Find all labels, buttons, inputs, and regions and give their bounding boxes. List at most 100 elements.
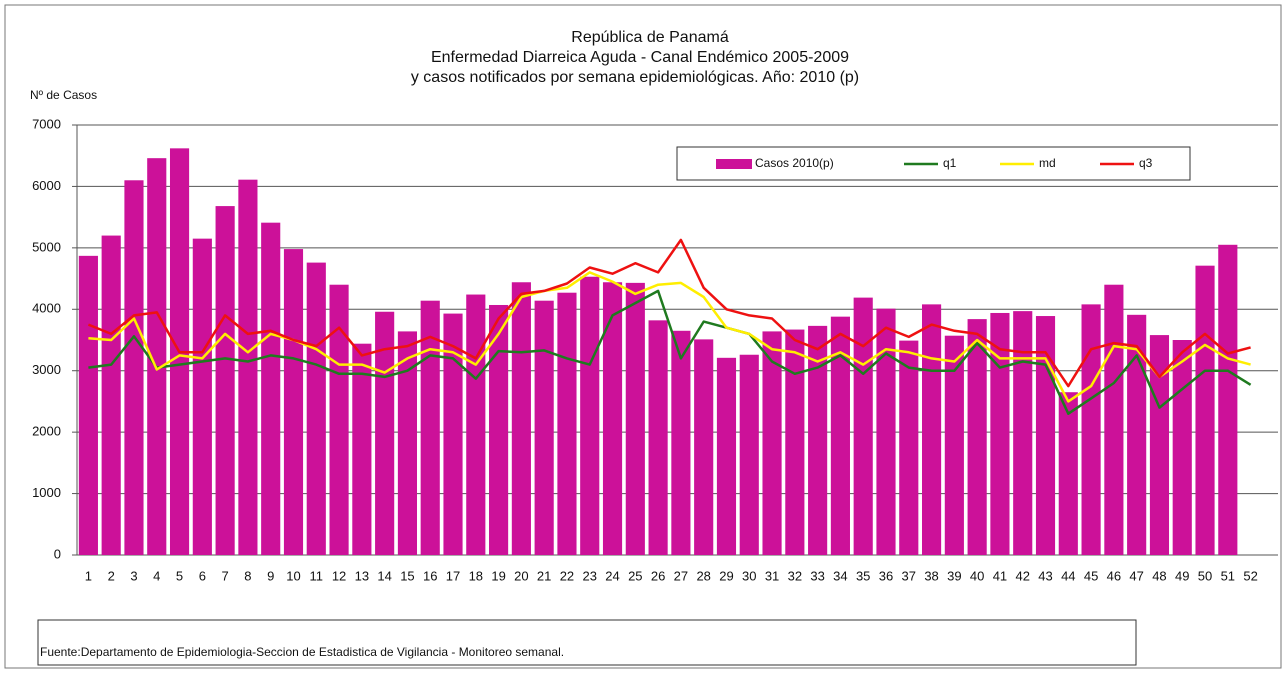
x-tick-label: 34: [833, 568, 847, 583]
x-tick-label: 19: [491, 568, 505, 583]
x-tick-label: 35: [856, 568, 870, 583]
bar: [352, 343, 372, 555]
x-tick-label: 21: [537, 568, 551, 583]
chart-title: República de Panamá: [571, 29, 729, 46]
chart-title: Enfermedad Diarreica Aguda - Canal Endém…: [431, 49, 849, 66]
bar: [762, 331, 782, 555]
x-tick-label: 25: [628, 568, 642, 583]
y-tick-label: 2000: [32, 424, 61, 439]
line-series: [88, 289, 1252, 415]
x-tick-label: 11: [310, 568, 324, 583]
x-tick-label: 13: [355, 568, 369, 583]
x-tick-label: 2: [108, 568, 115, 583]
y-tick-label: 4000: [32, 301, 61, 316]
x-tick-label: 18: [469, 568, 483, 583]
x-tick-label: 50: [1198, 568, 1212, 583]
x-tick-label: 9: [267, 568, 274, 583]
x-tick-label: 23: [583, 568, 597, 583]
bar: [1149, 335, 1170, 555]
x-tick-label: 15: [400, 568, 414, 583]
x-tick-label: 44: [1061, 568, 1075, 583]
x-tick-label: 52: [1243, 568, 1257, 583]
y-tick-label: 7000: [32, 116, 61, 131]
x-tick-label: 27: [674, 568, 688, 583]
x-tick-label: 49: [1175, 568, 1189, 583]
x-tick-label: 7: [222, 568, 229, 583]
x-tick-label: 36: [879, 568, 893, 583]
x-tick-label: 28: [696, 568, 710, 583]
bar: [990, 312, 1010, 555]
legend-swatch: [716, 159, 752, 169]
x-tick-label: 5: [176, 568, 183, 583]
bar: [443, 313, 463, 555]
bar: [830, 316, 850, 555]
bar: [1218, 244, 1238, 556]
x-tick-label: 30: [742, 568, 756, 583]
bar: [534, 300, 554, 555]
bar: [147, 158, 167, 555]
x-tick-label: 26: [651, 568, 665, 583]
x-tick-label: 14: [377, 568, 391, 583]
x-tick-label: 22: [560, 568, 574, 583]
y-tick-label: 6000: [32, 178, 61, 193]
source-note: Fuente:Departamento de Epidemiologia-Sec…: [40, 645, 564, 659]
bar: [306, 262, 326, 555]
x-tick-label: 47: [1129, 568, 1143, 583]
x-tick-label: 24: [605, 568, 619, 583]
legend-label: Casos 2010(p): [755, 156, 834, 170]
line-series: [87, 238, 1251, 388]
bar: [1172, 340, 1192, 555]
x-tick-label: 46: [1107, 568, 1121, 583]
bar: [694, 339, 714, 555]
y-tick-label: 0: [54, 546, 61, 561]
x-tick-label: 42: [1015, 568, 1029, 583]
x-tick-label: 51: [1221, 568, 1235, 583]
x-tick-label: 12: [332, 568, 346, 583]
x-tick-label: 3: [130, 568, 137, 583]
x-tick-label: 31: [765, 568, 779, 583]
bar: [101, 235, 121, 556]
x-tick-label: 10: [286, 568, 300, 583]
x-tick-label: 32: [788, 568, 802, 583]
bar: [648, 320, 668, 555]
line-series: [88, 271, 1251, 403]
bar: [785, 329, 805, 555]
bar: [808, 325, 828, 555]
bar: [944, 335, 964, 555]
y-tick-label: 1000: [32, 485, 61, 500]
bar: [466, 294, 486, 555]
bar: [124, 180, 144, 556]
bar: [557, 292, 577, 555]
x-tick-label: 17: [446, 568, 460, 583]
bar: [489, 304, 509, 555]
x-tick-label: 33: [810, 568, 824, 583]
x-tick-label: 20: [514, 568, 528, 583]
bar: [1013, 311, 1033, 555]
x-tick-label: 39: [947, 568, 961, 583]
y-axis-label: Nº de Casos: [30, 88, 97, 102]
bar: [420, 300, 440, 555]
x-tick-label: 38: [924, 568, 938, 583]
legend-label: q1: [943, 156, 957, 170]
x-tick-label: 37: [902, 568, 916, 583]
legend-label: md: [1039, 156, 1056, 170]
bar: [899, 340, 919, 555]
x-tick-label: 40: [970, 568, 984, 583]
source-box: [37, 619, 1137, 666]
x-tick-label: 6: [199, 568, 206, 583]
x-tick-label: 45: [1084, 568, 1098, 583]
bar: [1127, 314, 1147, 555]
bar: [1081, 304, 1101, 555]
bar: [716, 357, 737, 555]
bar: [215, 206, 235, 556]
bar: [283, 249, 304, 556]
legend-label: q3: [1139, 156, 1153, 170]
bar: [876, 308, 896, 555]
x-tick-label: 29: [719, 568, 733, 583]
bar: [192, 238, 212, 555]
bar: [329, 284, 349, 555]
y-tick-label: 5000: [32, 239, 61, 254]
chart-subtitle: y casos notificados por semana epidemiol…: [411, 69, 859, 86]
